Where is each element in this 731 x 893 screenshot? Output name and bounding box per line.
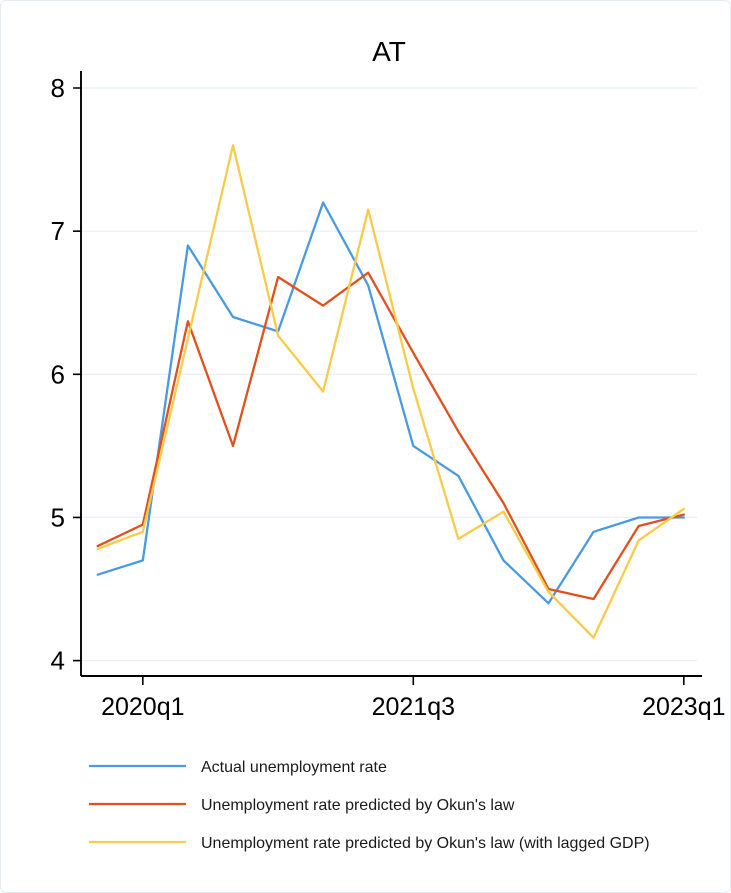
legend-label: Unemployment rate predicted by Okun's la… bbox=[201, 797, 515, 814]
series-line-2 bbox=[96, 144, 685, 639]
x-tick-label: 2020q1 bbox=[101, 693, 184, 721]
legend-item: Unemployment rate predicted by Okun's la… bbox=[89, 797, 515, 814]
y-tick-label: 7 bbox=[51, 216, 65, 246]
legend: Actual unemployment rate Unemployment rat… bbox=[89, 759, 650, 852]
data-series-lines bbox=[96, 144, 685, 639]
series-line-0 bbox=[96, 201, 685, 605]
axes bbox=[73, 71, 702, 685]
legend-item: Unemployment rate predicted by Okun's la… bbox=[89, 835, 650, 852]
y-axis-tick-labels: 4 5 6 7 8 bbox=[51, 73, 65, 676]
legend-label: Unemployment rate predicted by Okun's la… bbox=[201, 835, 650, 852]
y-tick-label: 6 bbox=[51, 359, 65, 389]
gridlines bbox=[81, 87, 697, 662]
y-tick-label: 4 bbox=[51, 646, 65, 676]
x-tick-label: 2023q1 bbox=[642, 693, 725, 721]
series-line-1 bbox=[96, 271, 685, 601]
x-axis-tick-labels: 2020q1 2021q3 2023q1 bbox=[101, 693, 725, 721]
chart-title: AT bbox=[372, 36, 406, 67]
legend-label: Actual unemployment rate bbox=[201, 759, 387, 776]
y-tick-label: 5 bbox=[51, 502, 65, 532]
y-tick-label: 8 bbox=[51, 73, 65, 103]
x-tick-label: 2021q3 bbox=[372, 693, 455, 721]
legend-item: Actual unemployment rate bbox=[89, 759, 387, 776]
